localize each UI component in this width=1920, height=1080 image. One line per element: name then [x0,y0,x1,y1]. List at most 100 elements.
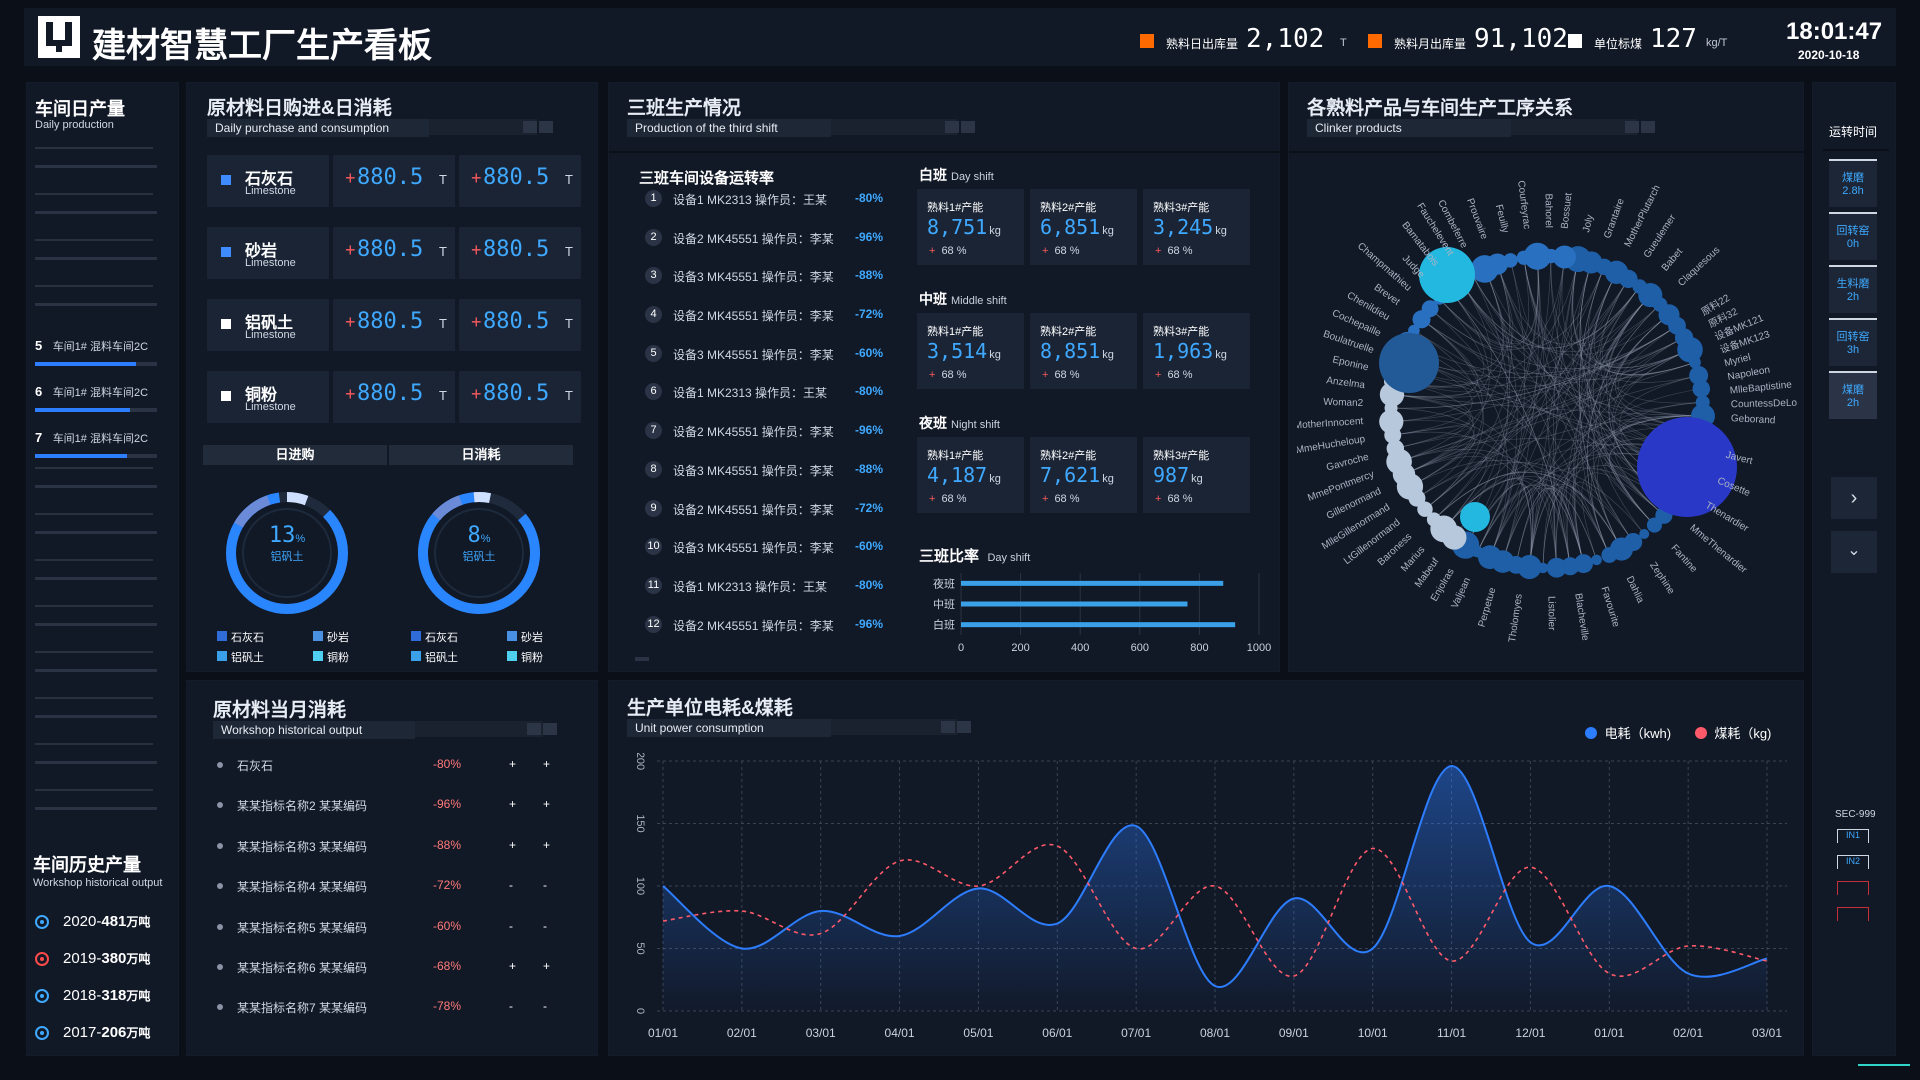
runtime-item[interactable]: 煤磨 2h [1829,371,1877,419]
relation-node-large[interactable] [1419,247,1475,303]
relation-node[interactable] [1553,245,1577,269]
capacity-card[interactable]: 熟料2#产能 7,621 kg +68 % [1030,437,1137,513]
x-tick-label: 600 [1131,642,1149,654]
relation-link [1398,268,1504,462]
monthly-row[interactable]: 某某指标名称7 某某编码 -78% - - [217,999,577,1039]
relation-link [1574,314,1670,564]
monthly-row[interactable]: 某某指标名称5 某某编码 -60% - - [217,919,577,959]
runtime-item[interactable]: 煤磨 2.8h [1829,159,1877,207]
runtime-item[interactable]: 生料磨 2h [1829,265,1877,313]
history-row[interactable]: 2019- 380 万吨 [35,940,175,977]
capacity-card[interactable]: 熟料3#产能 3,245 kg +68 % [1143,189,1250,265]
capacity-card[interactable]: 熟料1#产能 8,751 kg +68 % [917,189,1024,265]
relation-node[interactable] [1546,557,1567,578]
relation-node[interactable] [1601,547,1618,563]
nav-down-button[interactable]: ⌄ [1831,531,1877,573]
relation-link [1391,420,1475,487]
purchase-row[interactable]: 砂岩 Limestone +880.5 T +880.5 T [207,227,587,299]
relation-node[interactable] [1523,242,1551,270]
runtime-item[interactable]: 回转窑 3h [1829,318,1877,366]
relation-link [1472,274,1670,356]
monthly-row[interactable]: 某某指标名称4 某某编码 -72% - - [217,878,577,918]
relation-node[interactable] [1379,409,1404,434]
daily-row[interactable]: 6 车间1# 混料车间2C [35,383,165,412]
tab-daily-consume[interactable]: 日消耗 [389,445,573,465]
capacity-card[interactable]: 熟料2#产能 8,851 kg +68 % [1030,313,1137,389]
equip-num-badge: 3 [645,267,662,285]
legend-swatch-icon [507,631,517,641]
relation-link [1429,256,1565,351]
sec-tag[interactable]: IN1 [1837,829,1869,843]
chevron-right-icon: › [1850,487,1858,509]
relation-node-large[interactable] [1637,417,1737,517]
relation-node[interactable] [1426,512,1441,527]
relation-node[interactable] [1692,380,1711,398]
sec-tag-alert [1837,881,1869,895]
relation-node[interactable] [1688,356,1701,369]
sec-tag[interactable]: IN2 [1837,855,1869,869]
monthly-row[interactable]: 某某指标名称6 某某编码 -68% + + [217,959,577,999]
relation-link [1542,486,1610,568]
relation-node[interactable] [1639,529,1650,540]
relation-node[interactable] [1619,269,1638,289]
capacity-card[interactable]: 熟料2#产能 6,851 kg +68 % [1030,189,1137,265]
monthly-row[interactable]: 某某指标名称2 某某编码 -96% + + [217,797,577,837]
equip-row[interactable]: 6 设备1 MK2313 操作员：王某 -80% [635,383,895,423]
legend-dot-icon [1694,727,1707,739]
capacity-card[interactable]: 熟料1#产能 4,187 kg +68 % [917,437,1024,513]
equip-row[interactable]: 4 设备2 MK45551 操作员：李某 -72% [635,306,895,346]
equip-row[interactable]: 7 设备2 MK45551 操作员：李某 -96% [635,422,895,462]
monthly-row[interactable]: 石灰石 -80% + + [217,757,577,797]
relation-link [1398,449,1584,564]
equip-row[interactable]: 1 设备1 MK2313 操作员：王某 -80% [635,190,895,230]
history-row[interactable]: 2017- 206 万吨 [35,1014,175,1051]
relation-link [1439,256,1539,347]
equip-row[interactable]: 8 设备3 MK45551 操作员：李某 -88% [635,460,895,501]
equip-row[interactable]: 10 设备3 MK45551 操作员：李某 -60% [635,538,895,578]
relation-node[interactable] [1460,502,1490,532]
equip-row[interactable]: 11 设备1 MK2313 操作员：王某 -80% [635,576,895,617]
relation-node-large[interactable] [1379,333,1439,393]
equip-row[interactable]: 9 设备2 MK45551 操作员：李某 -72% [635,499,895,540]
relation-node[interactable] [1386,439,1405,458]
relation-link [1578,266,1622,550]
tab-daily-purchase[interactable]: 日进购 [203,445,387,465]
relation-link [1403,375,1699,475]
purchase-row[interactable]: 铝矾土 Limestone +880.5 T +880.5 T [207,299,587,371]
relation-link [1529,415,1703,568]
relation-node[interactable] [1646,517,1663,533]
monthly-row[interactable]: 某某指标名称3 某某编码 -88% + + [217,838,577,878]
relation-link [1433,470,1634,543]
relation-node[interactable] [1478,545,1502,570]
relation-link [1581,472,1665,561]
relation-node[interactable] [1689,366,1709,385]
relation-node[interactable] [1421,300,1439,318]
runtime-item[interactable]: 回转窑 0h [1829,212,1877,260]
relation-link [1591,415,1703,556]
stat-color-icon [1368,34,1382,48]
relation-node[interactable] [1503,253,1518,268]
capacity-card[interactable]: 熟料1#产能 3,514 kg +68 % [917,313,1024,389]
equip-row[interactable]: 2 设备2 MK45551 操作员：李某 -96% [635,228,895,269]
daily-row[interactable]: 7 车间1# 混料车间2C [35,429,165,458]
capacity-card[interactable]: 熟料3#产能 987 kg +68 % [1143,437,1250,513]
history-row[interactable]: 2018- 318 万吨 [35,977,175,1014]
relation-node[interactable] [1486,253,1508,275]
relation-node[interactable] [1677,336,1703,363]
x-tick-label: 06/01 [1042,1026,1072,1040]
capacity-card[interactable]: 熟料3#产能 1,963 kg +68 % [1143,313,1250,389]
daily-row[interactable]: 5 车间1# 混料车间2C [35,337,165,366]
purchase-row[interactable]: 铜粉 Limestone +880.5 T +880.5 T [207,371,587,443]
equip-row[interactable]: 5 设备3 MK45551 操作员：李某 -60% [635,344,895,385]
bullet-icon [217,923,223,930]
equip-row[interactable]: 3 设备3 MK45551 操作员：李某 -88% [635,267,895,307]
purchase-row[interactable]: 石灰石 Limestone +880.5 T +880.5 T [207,155,587,227]
equip-row[interactable]: 12 设备2 MK45551 操作员：李某 -96% [635,615,895,656]
equip-num-badge: 4 [645,306,662,324]
nav-right-button[interactable]: › [1831,477,1877,519]
history-row[interactable]: 2020- 481 万吨 [35,903,175,940]
relation-node[interactable] [1591,554,1602,566]
history-dot-icon [35,914,49,929]
progress-track [35,454,157,458]
